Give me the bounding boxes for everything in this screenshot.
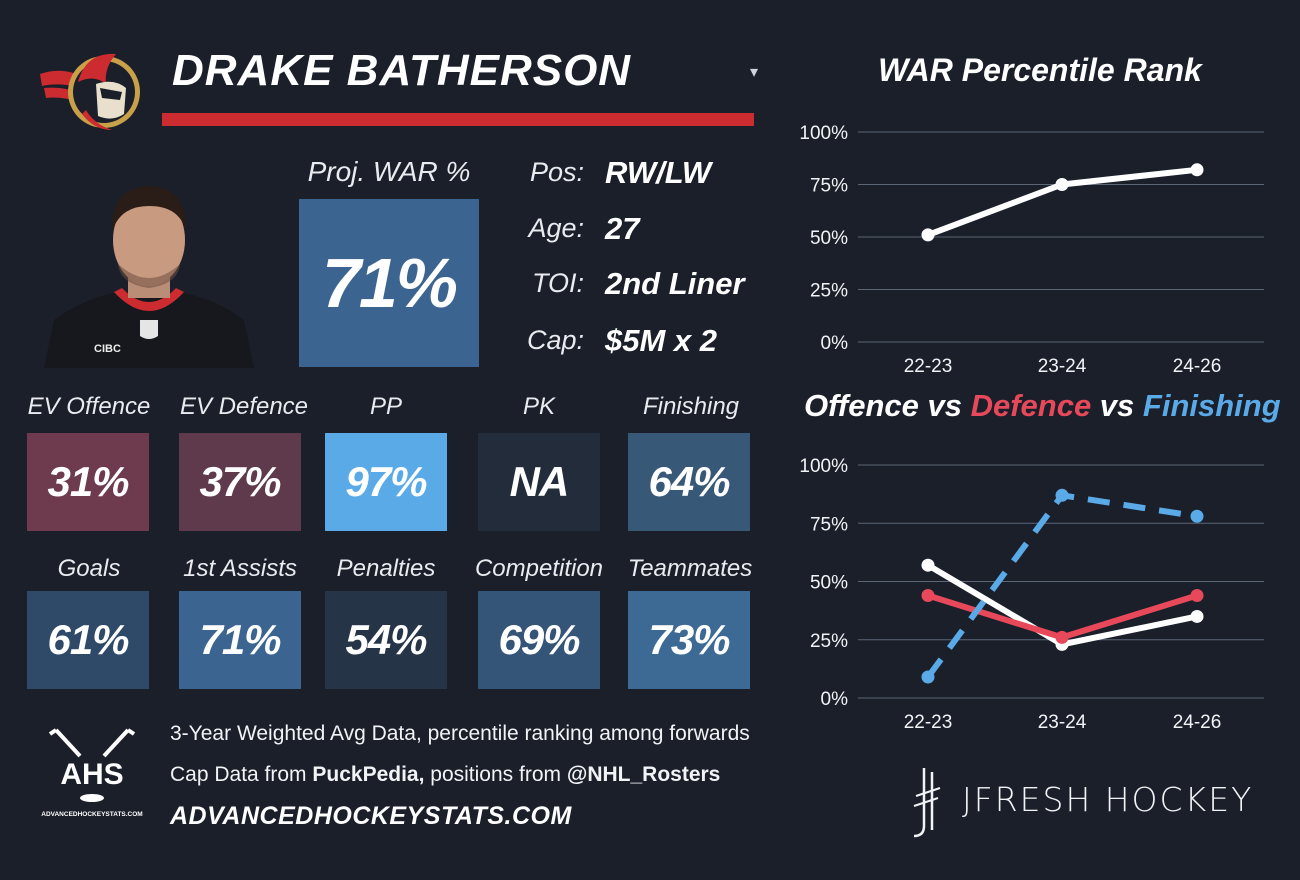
ahs-logo-text: AHS <box>60 758 123 791</box>
tile-value-ev-offence: 31% <box>47 458 129 505</box>
player-dropdown-icon[interactable]: ▾ <box>750 64 759 81</box>
age-label: Age: <box>528 213 584 243</box>
ovd-title-defence: Defence <box>970 388 1092 423</box>
toi-label: TOI: <box>531 268 584 298</box>
player-name: DRAKE BATHERSON <box>172 46 632 95</box>
tile-label-pk: PK <box>522 393 555 420</box>
tile-label-penalties: Penalties <box>336 555 436 582</box>
data-point <box>1190 509 1204 523</box>
tile-first-assists: 71% <box>179 591 301 689</box>
war-percentile-chart: 0% 25% 50% 75% 100% 22-23 23-24 24-26 <box>799 123 1264 377</box>
footer-data-note: 3-Year Weighted Avg Data, percentile ran… <box>170 722 750 745</box>
proj-war-value: 71% <box>321 244 458 322</box>
y-tick-label: 100% <box>799 123 848 144</box>
footer-credits-prefix: Cap Data from <box>170 763 313 786</box>
tile-finishing: 64% <box>628 433 750 531</box>
proj-war-label: Proj. WAR % <box>307 156 471 187</box>
footer-credits: Cap Data from PuckPedia, positions from … <box>170 763 720 787</box>
y-tick-label: 0% <box>821 689 849 710</box>
tile-teammates: 73% <box>628 591 750 689</box>
jfresh-hockey-brand: JFRESH HOCKEY <box>962 780 1254 819</box>
tile-competition: 69% <box>478 591 600 689</box>
puckpedia-credit: PuckPedia, <box>312 763 425 786</box>
tile-label-teammates: Teammates <box>627 555 753 582</box>
y-tick-label: 25% <box>810 631 848 652</box>
x-tick-label: 22-23 <box>904 712 953 733</box>
x-tick-label: 22-23 <box>904 356 953 377</box>
tile-value-ev-defence: 37% <box>199 458 281 505</box>
tile-pk: NA <box>478 433 600 531</box>
data-point <box>1190 163 1204 177</box>
player-headshot: CIBC <box>44 186 254 368</box>
pos-label: Pos: <box>529 157 584 187</box>
x-tick-label: 23-24 <box>1038 712 1087 733</box>
tile-pp: 97% <box>325 433 447 531</box>
tile-value-finishing: 64% <box>648 458 730 505</box>
name-underline <box>162 113 754 126</box>
svg-text:CIBC: CIBC <box>94 343 121 355</box>
proj-war-box: 71% <box>299 199 479 367</box>
x-tick-label: 24-26 <box>1173 356 1222 377</box>
data-point <box>921 228 935 242</box>
tile-label-competition: Competition <box>474 555 604 582</box>
toi-value: 2nd Liner <box>605 266 745 301</box>
tile-value-penalties: 54% <box>345 616 427 663</box>
data-point <box>921 588 935 602</box>
y-tick-label: 50% <box>810 573 848 594</box>
tile-goals: 61% <box>27 591 149 689</box>
jfresh-hockey-logo-icon <box>913 768 941 838</box>
y-tick-label: 0% <box>821 333 849 354</box>
ovd-title-vs-2: vs <box>1091 388 1143 423</box>
tile-value-goals: 61% <box>47 616 129 663</box>
cap-label: Cap: <box>526 325 584 355</box>
tile-label-finishing: Finishing <box>642 393 740 420</box>
y-tick-label: 25% <box>810 281 848 302</box>
x-tick-label: 24-26 <box>1173 712 1222 733</box>
tile-label-ev-defence: EV Defence <box>179 393 309 420</box>
ovd-title-finishing: Finishing <box>1142 388 1281 423</box>
footer-site-link[interactable]: ADVANCEDHOCKEYSTATS.COM <box>170 802 572 830</box>
data-point <box>1055 488 1069 502</box>
data-point <box>1055 630 1069 644</box>
tile-value-competition: 69% <box>498 616 580 663</box>
tile-penalties: 54% <box>325 591 447 689</box>
ovd-title-offence: Offence <box>804 388 919 423</box>
pos-value: RW/LW <box>605 155 712 190</box>
x-tick-label: 23-24 <box>1038 356 1087 377</box>
ahs-logo-small-text: ADVANCEDHOCKEYSTATS.COM <box>41 811 142 818</box>
y-tick-label: 75% <box>810 176 848 197</box>
data-point <box>921 670 935 684</box>
tile-label-first-assists: 1st Assists <box>183 555 297 582</box>
ahs-logo-icon: AHS ADVANCEDHOCKEYSTATS.COM <box>41 728 143 818</box>
tile-ev-offence: 31% <box>27 433 149 531</box>
tile-value-pk: NA <box>509 458 570 505</box>
age-value: 27 <box>605 211 640 246</box>
tile-label-pp: PP <box>369 393 402 420</box>
tile-value-first-assists: 71% <box>199 616 281 663</box>
data-point <box>1190 609 1204 623</box>
tile-value-teammates: 73% <box>648 616 730 663</box>
footer-credits-mid: positions from <box>424 763 567 786</box>
tile-value-pp: 97% <box>345 458 427 505</box>
data-point <box>921 558 935 572</box>
tile-ev-defence: 37% <box>179 433 301 531</box>
nhl-rosters-credit: @NHL_Rosters <box>566 763 721 786</box>
senators-logo-icon <box>40 53 140 130</box>
ovd-title-vs-1: vs <box>918 388 971 423</box>
data-point <box>1190 588 1204 602</box>
y-tick-label: 50% <box>810 228 848 249</box>
y-tick-label: 100% <box>799 456 848 477</box>
offence-defence-finishing-chart: 0% 25% 50% 75% 100% 22-23 23-24 24-26 <box>799 456 1264 733</box>
data-point <box>1055 178 1069 191</box>
y-tick-label: 75% <box>810 514 848 535</box>
tile-label-goals: Goals <box>57 555 121 582</box>
cap-value: $5M x 2 <box>605 323 718 358</box>
ovd-chart-title: Offence vs Defence vs Finishing <box>804 388 1281 424</box>
tile-label-ev-offence: EV Offence <box>27 393 151 420</box>
war-chart-title: WAR Percentile Rank <box>878 52 1202 88</box>
